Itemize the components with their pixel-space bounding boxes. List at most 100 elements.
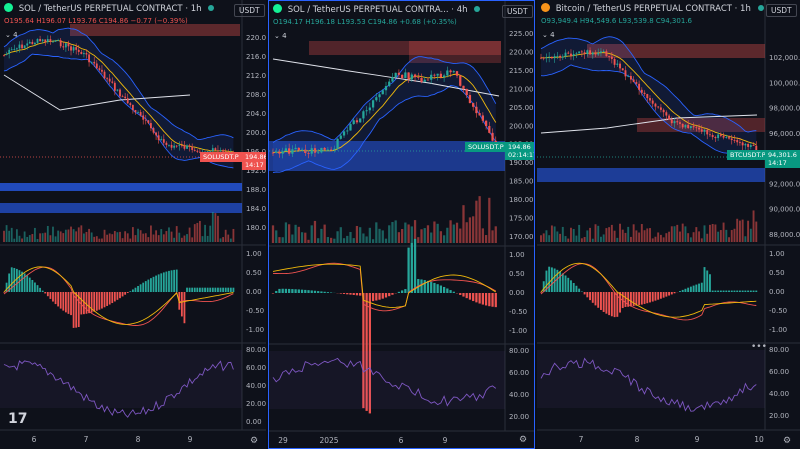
- histogram-bar: [126, 292, 129, 293]
- price-tick-label: 225.00: [509, 30, 534, 38]
- histogram-bar: [413, 238, 417, 293]
- candle-body: [388, 81, 391, 87]
- candle-body: [15, 48, 18, 50]
- time-tick-label: 10: [754, 435, 764, 444]
- indicators-toggle[interactable]: ⌄ 4: [274, 32, 287, 40]
- gear-icon[interactable]: ⚙: [250, 436, 259, 446]
- chart-canvas[interactable]: 225.00220.00215.00210.00205.00200.00195.…: [269, 1, 535, 449]
- volume-bar: [559, 233, 562, 242]
- volume-bar: [556, 231, 559, 242]
- candle-body: [355, 120, 359, 123]
- histogram-bar: [589, 292, 592, 301]
- histogram-bar: [659, 292, 662, 299]
- volume-bar: [436, 223, 439, 243]
- rsi-tick-label: 20.00: [769, 412, 789, 420]
- price-tick-label: 205.00: [509, 104, 534, 112]
- volume-bar: [188, 227, 191, 242]
- quote-currency-button[interactable]: USDT: [766, 4, 797, 17]
- histogram-bar: [643, 292, 646, 304]
- volume-bar: [57, 230, 60, 242]
- chart-panel-sol-4h[interactable]: 225.00220.00215.00210.00205.00200.00195.…: [268, 0, 535, 449]
- candle-body: [317, 152, 320, 154]
- histogram-bar: [23, 273, 26, 292]
- rsi-line: [272, 357, 497, 407]
- volume-bar: [139, 230, 142, 242]
- candle-body: [583, 52, 586, 54]
- indicators-toggle[interactable]: ⌄ 4: [5, 31, 18, 39]
- histogram-bar: [101, 292, 103, 309]
- histogram-bar: [491, 293, 494, 307]
- candle-body: [668, 115, 671, 120]
- more-dots-icon[interactable]: •••: [751, 342, 767, 352]
- market-open-icon: [474, 6, 481, 12]
- volume-bar: [488, 197, 491, 243]
- symbol-header[interactable]: SOL / TetherUS PERPETUAL CONTRA... · 4h: [273, 4, 481, 16]
- histogram-bar: [219, 287, 222, 292]
- volume-bar: [714, 224, 717, 242]
- volume-bar: [423, 228, 426, 243]
- indicators-toggle[interactable]: ⌄ 4: [542, 31, 555, 39]
- histogram-bar: [106, 292, 109, 306]
- chart-canvas[interactable]: 220.00216.00212.00208.00204.00200.00196.…: [0, 0, 266, 449]
- volume-bar: [329, 237, 333, 243]
- histogram-bar: [649, 292, 651, 303]
- histogram-bar: [384, 293, 388, 298]
- volume-bar: [103, 229, 106, 242]
- volume-bar: [323, 224, 326, 243]
- histogram-bar: [8, 273, 11, 292]
- histogram-bar: [564, 275, 567, 292]
- volume-bar: [21, 238, 23, 242]
- bar-timer: 02:14:17: [508, 151, 535, 159]
- ohlc-high: H196.18: [305, 18, 336, 26]
- volume-bar: [468, 217, 472, 243]
- symbol-header[interactable]: SOL / TetherUS PERPETUAL CONTRACT · 1h: [4, 3, 215, 15]
- price-tick-label: 200.00: [246, 129, 266, 137]
- candle-body: [98, 68, 101, 70]
- candle-body: [657, 106, 660, 108]
- candle-body: [548, 56, 551, 58]
- histogram-bar: [681, 289, 684, 292]
- time-tick-label: 9: [188, 435, 193, 444]
- tradingview-logo-icon[interactable]: 17: [8, 411, 28, 427]
- candle-body: [329, 149, 333, 151]
- chart-panel-sol-1h[interactable]: 220.00216.00212.00208.00204.00200.00196.…: [0, 0, 266, 449]
- quote-currency-button[interactable]: USDT: [502, 5, 533, 18]
- volume-bar: [95, 236, 98, 242]
- candle-body: [64, 43, 67, 48]
- histogram-bar: [175, 269, 178, 292]
- candle-body: [275, 151, 278, 153]
- histogram-bar: [191, 287, 194, 292]
- histogram-bar: [72, 292, 75, 328]
- histogram-bar: [59, 292, 62, 309]
- price-tick-label: 185.00: [509, 178, 534, 186]
- time-tick-label: 8: [136, 435, 141, 444]
- candle-body: [52, 41, 54, 43]
- histogram-bar: [591, 292, 594, 303]
- candle-body: [698, 127, 701, 130]
- candle-body: [589, 50, 592, 55]
- volume-bar: [586, 230, 589, 242]
- chart-panel-btc-1h[interactable]: 102,000.0100,000.098,000.096,000.094,000…: [537, 0, 800, 449]
- gear-icon[interactable]: ⚙: [783, 436, 792, 446]
- volume-bar: [659, 234, 662, 242]
- gear-icon[interactable]: ⚙: [519, 435, 528, 445]
- histogram-bar: [326, 292, 330, 293]
- volume-bar: [59, 231, 62, 242]
- candle-body: [211, 148, 214, 151]
- chart-canvas[interactable]: 102,000.0100,000.098,000.096,000.094,000…: [537, 0, 800, 449]
- volume-bar: [465, 222, 468, 243]
- histogram-bar: [749, 290, 752, 292]
- candle-body: [126, 98, 129, 104]
- quote-currency-button[interactable]: USDT: [234, 4, 265, 17]
- histogram-bar: [736, 290, 739, 292]
- candle-body: [540, 57, 542, 59]
- volume-bar: [657, 232, 660, 242]
- volume-bar: [150, 225, 152, 242]
- volume-bar: [619, 223, 621, 242]
- candle-body: [542, 57, 545, 59]
- histogram-bar: [404, 289, 407, 293]
- volume-bar: [23, 231, 26, 242]
- symbol-header[interactable]: Bitcoin / TetherUS PERPETUAL CONTRACT · …: [541, 3, 764, 15]
- candle-body: [651, 100, 654, 104]
- ohlc-readout: O93,949.4 H94,549.6 L93,539.8 C94,301.6: [541, 17, 692, 25]
